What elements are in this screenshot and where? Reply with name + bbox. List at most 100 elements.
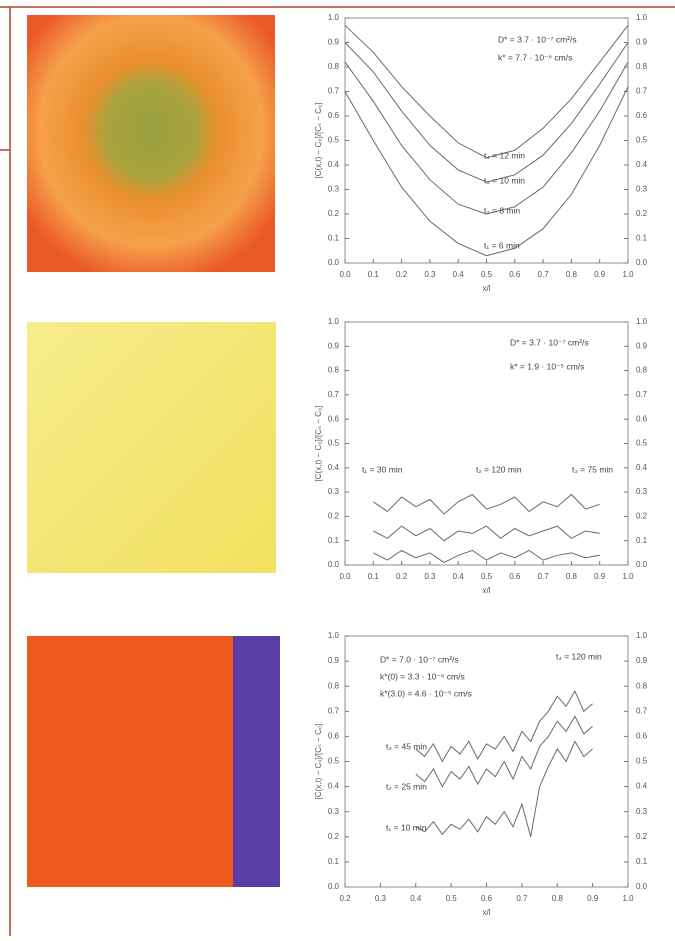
y2-tick-label: 0.5 bbox=[636, 136, 648, 145]
micrograph-3 bbox=[27, 636, 233, 887]
annotation: t₃ = 45 min bbox=[386, 741, 427, 751]
y-tick-label: 0.0 bbox=[328, 560, 340, 569]
data-line bbox=[344, 24, 629, 159]
x-tick-label: 0.3 bbox=[375, 894, 387, 903]
y-tick-label: 0.9 bbox=[328, 38, 340, 47]
y-tick-label: 0.7 bbox=[328, 87, 340, 96]
y2-tick-label: 0.1 bbox=[636, 536, 648, 545]
y2-tick-label: 0.0 bbox=[636, 882, 648, 891]
y-tick-label: 0.8 bbox=[328, 366, 340, 375]
x-axis-label: x/l bbox=[483, 586, 491, 595]
y-tick-label: 0.0 bbox=[328, 258, 340, 267]
y-tick-label: 0.4 bbox=[328, 463, 340, 472]
y-tick-label: 0.5 bbox=[328, 136, 340, 145]
y2-tick-label: 0.6 bbox=[636, 111, 648, 120]
y-tick-label: 0.3 bbox=[328, 185, 340, 194]
micrograph-2 bbox=[27, 322, 276, 573]
annotation: D* = 3.7 · 10⁻⁷ cm²/s bbox=[510, 337, 589, 347]
y2-tick-label: 0.2 bbox=[636, 209, 648, 218]
y2-tick-label: 0.8 bbox=[636, 366, 648, 375]
y2-tick-label: 0.7 bbox=[636, 390, 648, 399]
y-tick-label: 0.6 bbox=[328, 111, 340, 120]
data-line bbox=[344, 61, 629, 215]
y2-tick-label: 0.9 bbox=[636, 656, 648, 665]
annotation: t₄ = 120 min bbox=[556, 651, 602, 661]
data-line bbox=[373, 525, 600, 542]
x-tick-label: 0.1 bbox=[368, 270, 380, 279]
y-tick-label: 1.0 bbox=[328, 317, 340, 326]
annotation: D* = 3.7 · 10⁻⁷ cm²/s bbox=[498, 34, 577, 44]
y2-tick-label: 0.4 bbox=[636, 160, 648, 169]
y2-tick-label: 0.1 bbox=[636, 234, 648, 243]
x-tick-label: 0.7 bbox=[516, 894, 528, 903]
y-tick-label: 0.1 bbox=[328, 234, 340, 243]
x-tick-label: 0.3 bbox=[424, 270, 436, 279]
x-tick-label: 0.6 bbox=[481, 894, 493, 903]
y2-tick-label: 0.1 bbox=[636, 857, 648, 866]
y-tick-label: 0.8 bbox=[328, 62, 340, 71]
y2-tick-label: 0.6 bbox=[636, 732, 648, 741]
y-tick-label: 0.3 bbox=[328, 487, 340, 496]
y-tick-label: 0.4 bbox=[328, 160, 340, 169]
y2-tick-label: 0.3 bbox=[636, 185, 648, 194]
annotation: D* = 7.0 · 10⁻⁷ cm²/s bbox=[380, 654, 459, 664]
y2-tick-label: 0.9 bbox=[636, 341, 648, 350]
y-tick-label: 1.0 bbox=[328, 13, 340, 22]
x-tick-label: 0.4 bbox=[453, 572, 465, 581]
data-line bbox=[344, 86, 629, 257]
y2-tick-label: 0.7 bbox=[636, 87, 648, 96]
y-tick-label: 0.9 bbox=[328, 341, 340, 350]
y2-tick-label: 0.4 bbox=[636, 782, 648, 791]
y2-tick-label: 0.7 bbox=[636, 706, 648, 715]
y2-tick-label: 0.4 bbox=[636, 463, 648, 472]
x-tick-label: 0.2 bbox=[396, 270, 408, 279]
x-axis-label: x/l bbox=[483, 284, 491, 293]
y-tick-label: 1.0 bbox=[328, 631, 340, 640]
annotation: t₂ = 8 min bbox=[484, 205, 520, 215]
annotation: t₁ = 10 min bbox=[386, 822, 427, 832]
data-line bbox=[415, 690, 593, 763]
annotation: t₃ = 75 min bbox=[572, 464, 613, 474]
x-tick-label: 0.5 bbox=[481, 572, 493, 581]
x-tick-label: 1.0 bbox=[622, 894, 634, 903]
x-tick-label: 1.0 bbox=[622, 270, 634, 279]
x-tick-label: 1.0 bbox=[622, 572, 634, 581]
x-tick-label: 0.8 bbox=[552, 894, 564, 903]
x-tick-label: 0.2 bbox=[339, 894, 351, 903]
micrograph-3-edge bbox=[233, 636, 280, 887]
annotation: k*(3.0) = 4.6 · 10⁻⁵ cm/s bbox=[380, 688, 472, 698]
y-tick-label: 0.6 bbox=[328, 732, 340, 741]
y2-tick-label: 0.3 bbox=[636, 487, 648, 496]
y2-tick-label: 0.8 bbox=[636, 681, 648, 690]
y-tick-label: 0.4 bbox=[328, 782, 340, 791]
annotation: t₁ = 30 min bbox=[362, 464, 403, 474]
y-tick-label: 0.7 bbox=[328, 706, 340, 715]
y2-tick-label: 1.0 bbox=[636, 631, 648, 640]
x-tick-label: 0.2 bbox=[396, 572, 408, 581]
x-tick-label: 0.0 bbox=[339, 270, 351, 279]
annotation: k* = 7.7 · 10⁻⁶ cm/s bbox=[498, 52, 572, 62]
y-tick-label: 0.1 bbox=[328, 857, 340, 866]
y-tick-label: 0.7 bbox=[328, 390, 340, 399]
annotation: t₄ = 12 min bbox=[484, 150, 525, 160]
x-tick-label: 0.0 bbox=[339, 572, 351, 581]
y-tick-label: 0.1 bbox=[328, 536, 340, 545]
y2-tick-label: 0.3 bbox=[636, 807, 648, 816]
annotation: t₂ = 120 min bbox=[476, 464, 522, 474]
y2-tick-label: 0.5 bbox=[636, 439, 648, 448]
plot-frame bbox=[344, 321, 629, 566]
x-tick-label: 0.8 bbox=[566, 572, 578, 581]
annotation: t₁ = 6 min bbox=[484, 240, 520, 250]
y-axis-label: [C(x,t) − C₀]/[Cₛ − C₀] bbox=[314, 103, 323, 179]
x-tick-label: 0.7 bbox=[538, 572, 550, 581]
y-tick-label: 0.2 bbox=[328, 512, 340, 521]
y-tick-label: 0.3 bbox=[328, 807, 340, 816]
data-line bbox=[415, 715, 593, 788]
micrograph-1 bbox=[27, 15, 275, 272]
annotation: t₂ = 25 min bbox=[386, 781, 427, 791]
annotation: k* = 1.9 · 10⁻⁵ cm/s bbox=[510, 361, 584, 371]
x-axis-label: x/l bbox=[483, 908, 491, 917]
y2-tick-label: 0.0 bbox=[636, 560, 648, 569]
x-tick-label: 0.6 bbox=[509, 270, 521, 279]
